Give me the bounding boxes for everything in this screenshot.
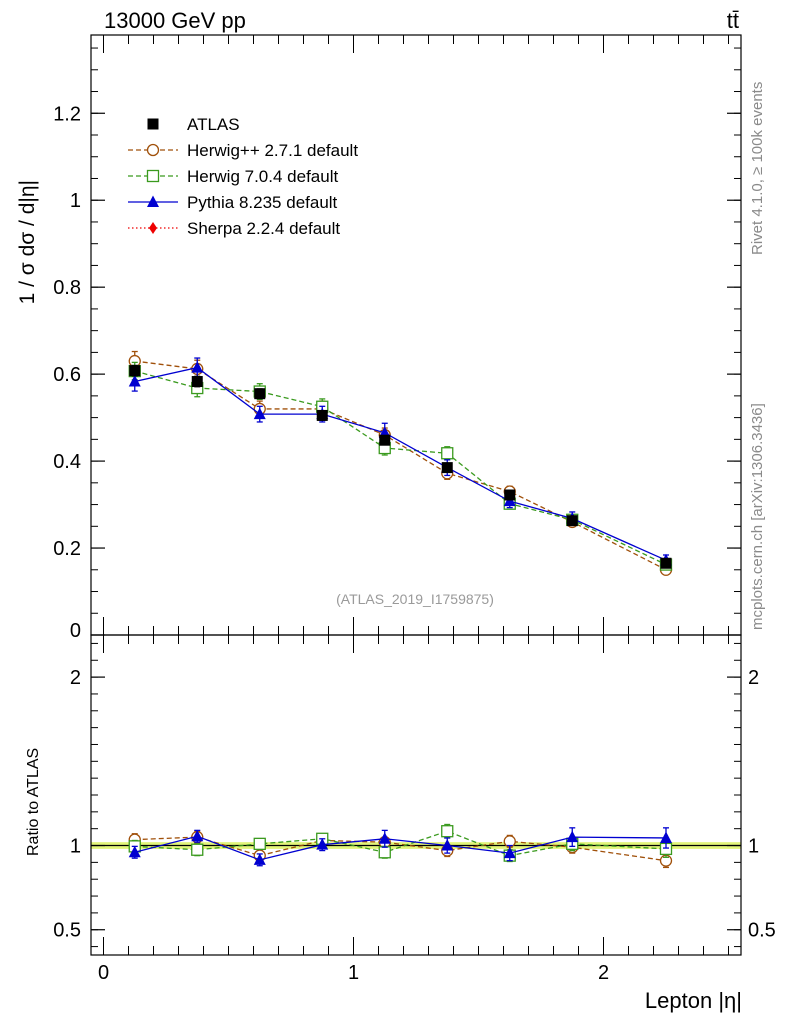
data-point-atlas [191,376,203,388]
x-tick-label: 2 [598,962,609,984]
data-point-atlas [129,365,141,377]
rivet-label: Rivet 4.1.0, ≥ 100k events [749,82,766,255]
legend-marker [147,118,159,130]
legend-item-atlas: ATLAS [147,115,240,134]
ratio-panel: 0.5 0.5 1 1 2 2 0 1 2 Ratio to ATLAS Lepton |η| [25,634,776,1013]
data-point-pythia-8-235-default [660,831,672,843]
data-point-atlas [504,489,516,501]
data-point-pythia-8-235-default [128,375,141,387]
ratio-axis-ticks: 0.5 0.5 1 1 2 2 0 1 2 [53,635,776,984]
mcplots-label: mcplots.cern.ch [arXiv:1306.3436] [749,403,766,630]
y-tick-label: 1.2 [53,103,81,125]
main-panel: 00.20.40.60.811.2 (ATLAS_2019_I1759875) … [16,34,742,642]
y-tick-label: 0.2 [53,538,81,560]
series-herwig-7-0-4-default [128,361,673,571]
main-series-layer [128,350,673,576]
legend-label: Pythia 8.235 default [187,193,338,212]
series-line-herwig-2-7-1-default [134,360,667,571]
series-line-herwig-2-7-1-default [134,836,667,862]
legend-item-herwig-7-0-4-default: Herwig 7.0.4 default [128,167,338,186]
data-point-pythia-8-235-default [378,832,391,844]
legend-marker [146,169,160,183]
data-point-herwig-7-0-4-default [441,447,454,460]
data-point-pythia-8-235-default [191,361,204,373]
legend-label: Herwig 7.0.4 default [187,167,338,186]
x-axis-label: Lepton |η| [645,988,742,1013]
data-point-pythia-8-235-default [566,830,579,843]
data-point-pythia-8-235-default [441,839,454,851]
main-axis-ticks: 0 0.2 0.4 0.6 0.8 1 1.2 [53,35,741,642]
y-tick-label-right: 0.5 [748,920,776,942]
legend-item-sherpa-2-2-4-default: Sherpa 2.2.4 default [128,219,340,238]
y-tick-label-right: 2 [748,667,759,689]
data-point-herwig-7-0-4-default [378,846,391,859]
legend-label: ATLAS [187,115,240,134]
y-tick-label: 0.4 [53,451,81,473]
legend-marker [149,222,157,234]
data-point-atlas [379,434,391,446]
ratio-frame [90,634,742,956]
y-tick-label-right: 1 [748,836,759,858]
x-tick-label: 1 [348,962,359,984]
legend-item-herwig-2-7-1-default: Herwig++ 2.7.1 default [128,141,358,160]
data-point-herwig-7-0-4-default [441,825,454,838]
data-point-atlas [660,557,672,569]
series-atlas [129,364,672,569]
y-tick-label: 0.8 [53,277,81,299]
legend-item-pythia-8-235-default: Pythia 8.235 default [128,193,338,212]
y-tick-label: 0.6 [53,364,81,386]
series-herwig-2-7-1-default [128,350,673,576]
y-tick-label: 0 [70,620,81,642]
ratio-y-axis-label: Ratio to ATLAS [25,748,42,856]
legend-label: Herwig++ 2.7.1 default [187,141,358,160]
data-point-herwig-7-0-4-default [253,837,266,850]
data-point-pythia-8-235-default [128,845,141,858]
data-point-herwig-7-0-4-default [191,843,204,856]
data-point-pythia-8-235-default [191,829,204,842]
process-label: tt̄ [727,8,739,33]
y-tick-label: 1 [70,836,81,858]
series-pythia-8-235-default [128,827,672,867]
legend-marker [146,143,160,157]
analysis-watermark: (ATLAS_2019_I1759875) [336,591,494,607]
data-point-atlas [254,388,266,400]
data-point-pythia-8-235-default [253,853,266,865]
y-tick-label: 2 [70,667,81,689]
y-tick-label: 0.5 [53,920,81,942]
main-y-axis-label: 1 / σ dσ / d|η| [16,180,39,304]
series-line-herwig-7-0-4-default [134,370,667,566]
series-line-pythia-8-235-default [134,366,667,561]
data-point-atlas [441,462,453,474]
legend-marker [147,195,159,207]
data-point-pythia-8-235-default [316,838,329,850]
data-point-atlas [566,515,578,527]
data-point-pythia-8-235-default [253,407,266,420]
legend: ATLAS Herwig++ 2.7.1 default Herwig 7.0.4 … [128,115,358,238]
energy-label: 13000 GeV pp [104,8,246,33]
series-pythia-8-235-default [128,357,672,567]
x-tick-label: 0 [98,962,109,984]
legend-label: Sherpa 2.2.4 default [187,219,340,238]
y-tick-label: 1 [70,190,81,212]
ratio-series-layer [91,823,741,869]
data-point-pythia-8-235-default [503,846,516,859]
data-point-atlas [316,409,328,421]
